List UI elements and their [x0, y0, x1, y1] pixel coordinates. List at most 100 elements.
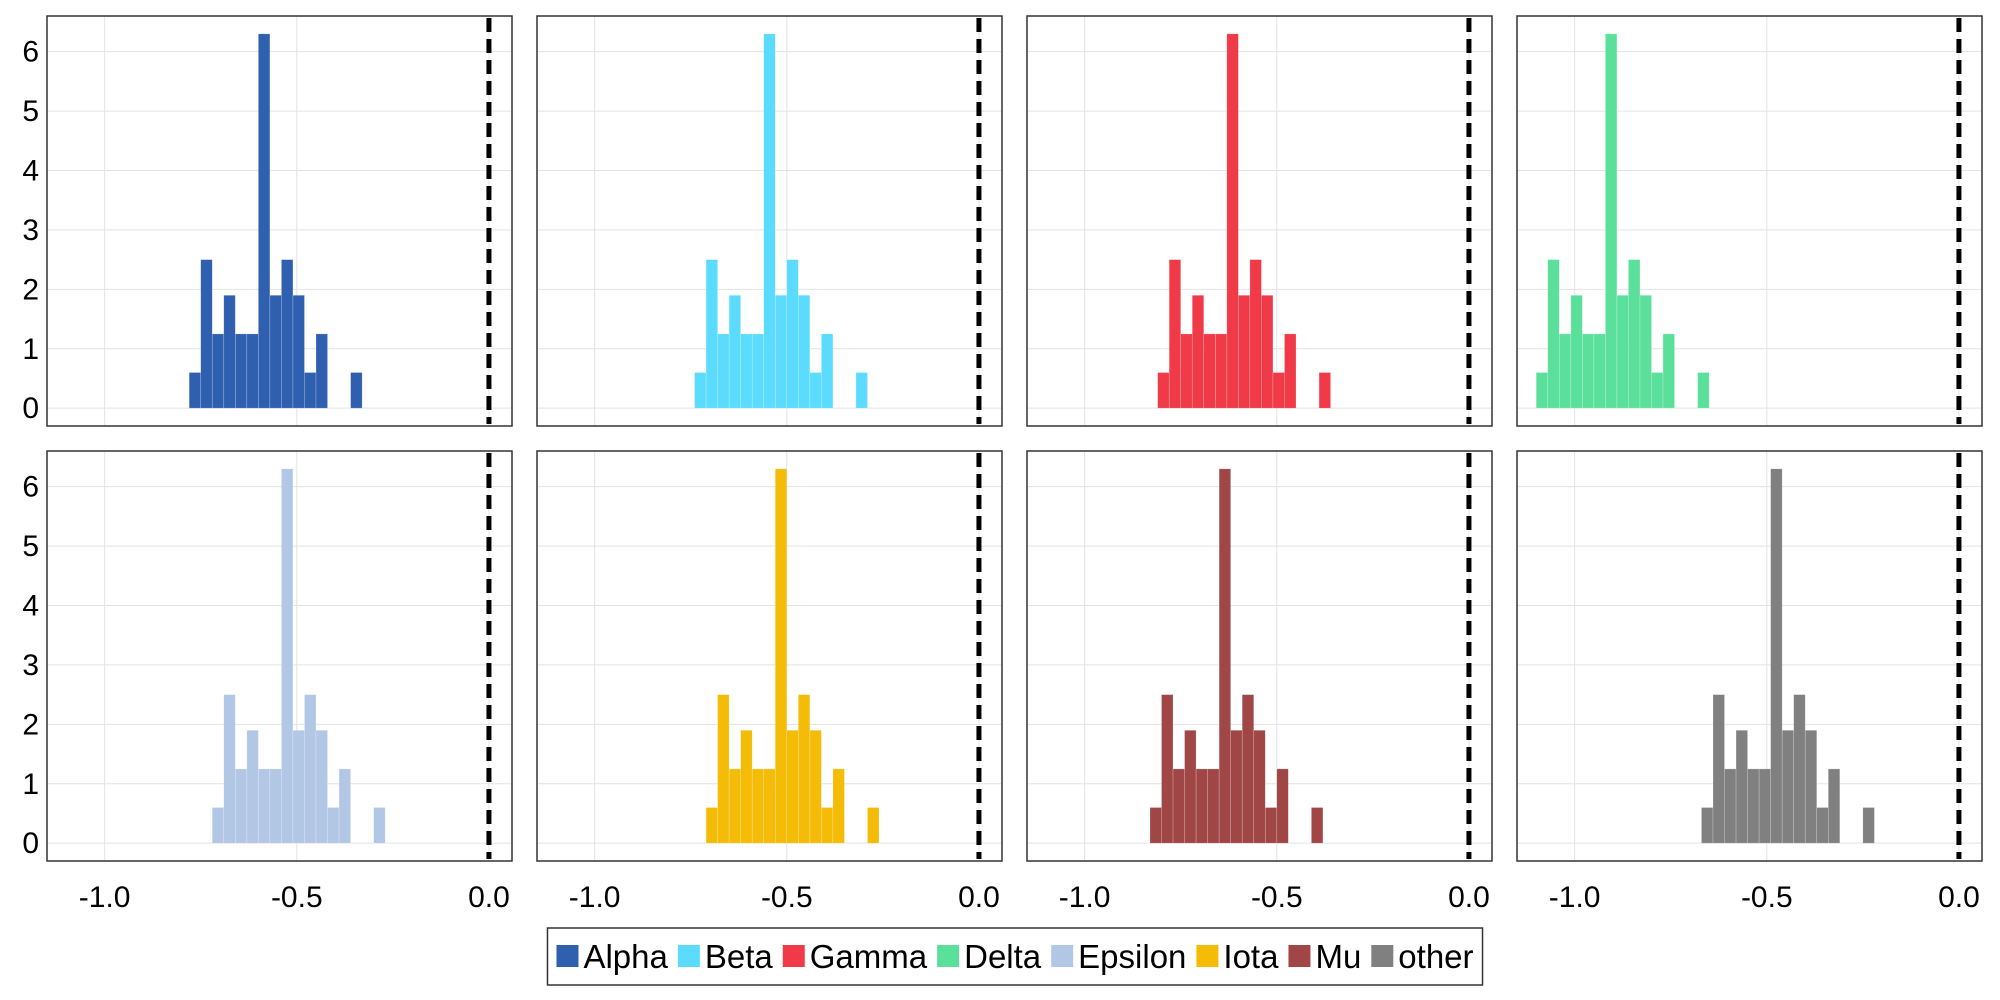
legend-swatch — [677, 945, 700, 967]
histogram-bar — [350, 372, 363, 409]
legend-label: Gamma — [810, 938, 928, 975]
histogram-bar — [809, 729, 822, 844]
histogram-bar — [1735, 729, 1748, 844]
x-tick-label: -0.5 — [761, 881, 813, 914]
legend-label: Beta — [705, 938, 774, 975]
histogram-bar — [1311, 807, 1324, 844]
histogram-bar — [1639, 294, 1652, 409]
histogram-bar — [867, 807, 880, 844]
x-tick-label: -1.0 — [1059, 881, 1111, 914]
y-tick-label: 2 — [22, 708, 39, 741]
y-tick-label: 6 — [22, 36, 39, 69]
legend-label: Iota — [1223, 938, 1279, 975]
histogram-bar — [1238, 294, 1251, 409]
histogram-bar — [338, 768, 351, 844]
legend-swatch — [937, 945, 960, 967]
y-tick-label: 1 — [22, 768, 39, 801]
histogram-bar — [292, 294, 305, 409]
x-tick-label: 0.0 — [1448, 881, 1490, 914]
histogram-bar — [223, 294, 236, 409]
histogram-bar — [798, 694, 811, 844]
legend-item-delta: Delta — [937, 938, 1042, 975]
histogram-bar — [292, 729, 305, 844]
y-tick-label: 3 — [22, 214, 39, 247]
legend-label: Mu — [1315, 938, 1361, 975]
histogram-bar — [1862, 807, 1875, 844]
x-tick-label: -1.0 — [79, 881, 131, 914]
histogram-bar — [1195, 768, 1208, 844]
histogram-bar — [1272, 372, 1285, 409]
y-tick-label: 4 — [22, 154, 39, 187]
legend-label: other — [1398, 938, 1473, 975]
histogram-bar — [774, 468, 788, 844]
legend: Alpha Beta Gamma Delta Epsilon Iota Mu other — [546, 927, 1484, 986]
histogram-bar — [1253, 729, 1266, 844]
histogram-bar — [1605, 33, 1618, 409]
histogram-bar — [1207, 768, 1220, 844]
histogram-bar — [258, 33, 271, 409]
histogram-bar — [211, 333, 225, 409]
histogram-bar — [269, 294, 282, 409]
histogram-bar — [1816, 807, 1829, 844]
histogram-bar — [1241, 694, 1255, 844]
histogram-bar — [1570, 294, 1583, 409]
panel-mu: -1.0 -0.5 0.0 — [1026, 450, 1493, 914]
panel-frame — [46, 15, 513, 427]
histogram-bar — [1547, 259, 1560, 409]
histogram-bar — [373, 807, 386, 844]
histogram-bar — [1758, 768, 1771, 844]
histogram-bar — [315, 729, 328, 844]
histogram-bar — [1697, 372, 1710, 409]
histogram-bar — [763, 33, 776, 409]
histogram-bar — [728, 768, 741, 844]
histogram-bar — [751, 768, 765, 844]
histogram-bar — [188, 372, 202, 409]
panel-frame — [536, 15, 1003, 427]
legend-item-other: other — [1371, 938, 1474, 975]
histogram-bar — [258, 768, 271, 844]
histogram-bar — [281, 259, 294, 409]
histogram-bar — [246, 333, 259, 409]
histogram-bar — [223, 694, 236, 844]
legend-item-mu: Mu — [1288, 938, 1361, 975]
histogram-bar — [751, 333, 765, 409]
histogram-bar — [728, 294, 741, 409]
histogram-bar — [1203, 333, 1216, 409]
histogram-bar — [1180, 333, 1193, 409]
y-tick-label: 2 — [22, 273, 39, 306]
histogram-bar — [1616, 294, 1629, 409]
x-tick-label: 0.0 — [468, 881, 510, 914]
histogram-bar — [1168, 259, 1182, 409]
legend-swatch — [1051, 945, 1074, 967]
legend-label: Epsilon — [1078, 938, 1186, 975]
histogram-bar — [235, 333, 248, 409]
histogram-bar — [1535, 372, 1549, 409]
histogram-bar — [1662, 333, 1675, 409]
histogram-bar — [705, 807, 718, 844]
legend-item-alpha: Alpha — [556, 938, 669, 975]
histogram-bar — [246, 729, 259, 844]
panel-beta — [536, 15, 1003, 427]
histogram-bar — [832, 768, 845, 844]
histogram-bar — [327, 807, 340, 844]
histogram-bar — [705, 259, 718, 409]
histogram-bar — [304, 372, 317, 409]
histogram-bar — [1218, 468, 1231, 844]
y-tick-label: 1 — [22, 333, 39, 366]
histogram-bar — [821, 807, 834, 844]
histogram-bar — [1747, 768, 1760, 844]
histogram-bar — [1184, 729, 1197, 844]
histogram-bar — [786, 259, 799, 409]
histogram-bar — [1712, 694, 1725, 844]
histogram-bar — [1651, 372, 1664, 409]
histogram-bar — [1261, 294, 1274, 409]
histogram-bar — [717, 694, 730, 844]
panel-frame — [1026, 450, 1493, 862]
legend-label: Delta — [964, 938, 1042, 975]
panel-frame — [1516, 15, 1983, 427]
histogram-bar — [1191, 294, 1205, 409]
histogram-bar — [1558, 333, 1572, 409]
histogram-bar — [1701, 807, 1714, 844]
panel-frame — [1516, 450, 1983, 862]
